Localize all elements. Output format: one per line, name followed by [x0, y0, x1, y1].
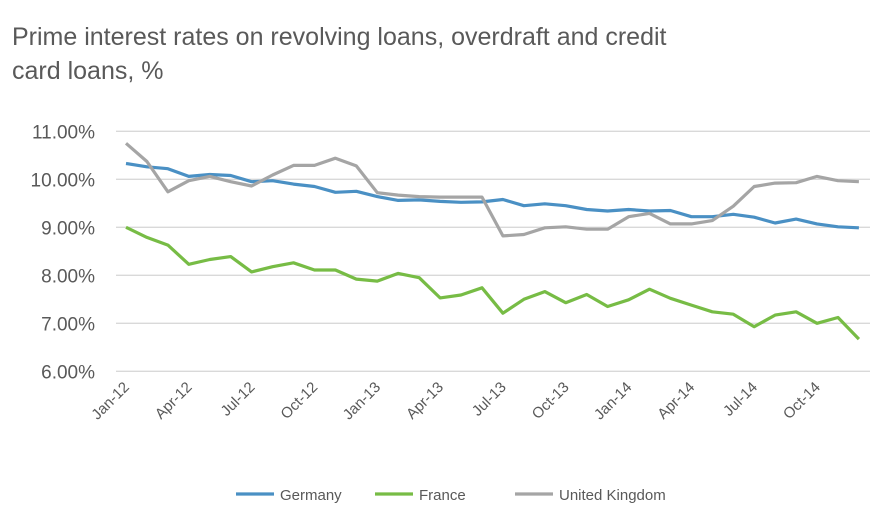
chart-title: Prime interest rates on revolving loans,…: [12, 23, 667, 85]
y-tick-label: 6.00%: [41, 362, 95, 383]
y-tick-label: 8.00%: [41, 266, 95, 287]
x-tick-label: Oct-13: [529, 379, 573, 423]
x-tick-label: Apr-12: [152, 379, 196, 423]
legend-label-germany: Germany: [280, 487, 342, 504]
x-tick-label: Jul-12: [218, 379, 259, 420]
x-tick-label: Oct-14: [780, 379, 824, 423]
series-line-france: [125, 225, 861, 341]
x-tick-label: Jan-12: [88, 379, 132, 423]
y-tick-label: 9.00%: [41, 218, 95, 239]
x-tick-label: Jan-13: [340, 379, 384, 423]
series-line-united-kingdom: [124, 142, 859, 238]
y-tick-label: 11.00%: [32, 122, 95, 143]
legend-label-france: France: [419, 487, 466, 504]
y-tick-label: 7.00%: [41, 314, 95, 335]
legend-label-united-kingdom: United Kingdom: [559, 487, 666, 504]
x-tick-label: Oct-12: [277, 379, 321, 423]
x-tick-label: Jul-13: [469, 379, 510, 420]
y-tick-label: 10.00%: [31, 170, 96, 191]
x-tick-label: Jan-14: [591, 379, 635, 423]
x-tick-label: Jul-14: [720, 379, 761, 420]
series-line-germany: [125, 161, 859, 230]
x-tick-label: Apr-13: [403, 379, 447, 423]
x-tick-label: Apr-14: [654, 379, 698, 423]
